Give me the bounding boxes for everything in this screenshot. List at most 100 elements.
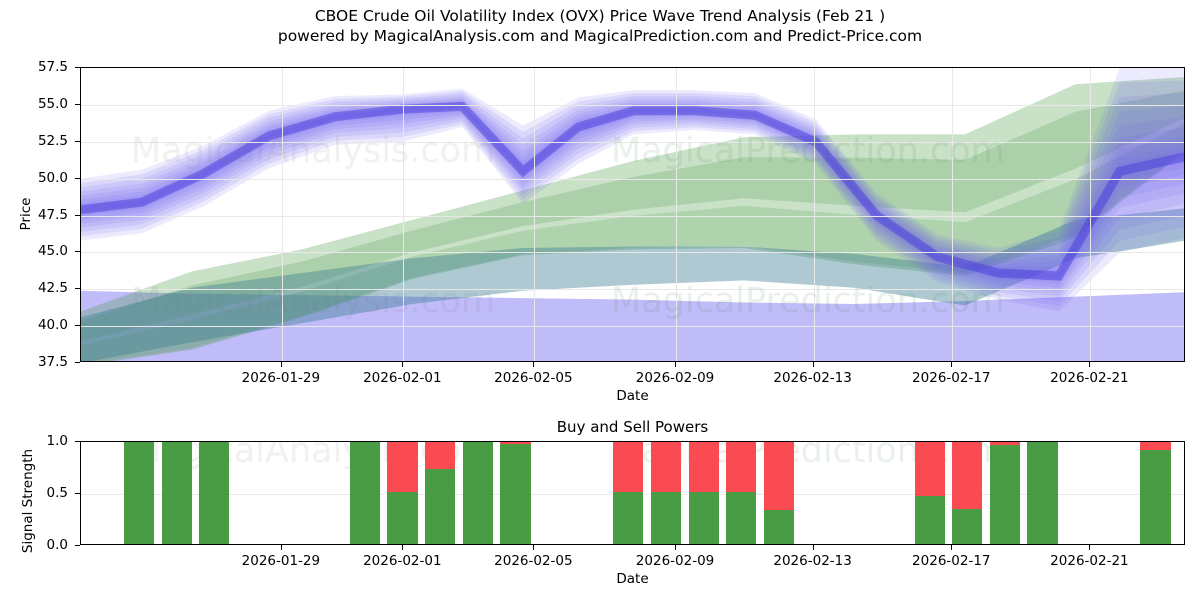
x-axis-tick-mark (402, 545, 404, 550)
signal-x-axis-label: Date (616, 571, 649, 587)
x-axis-tick-mark (402, 362, 404, 367)
sell-power-segment (688, 442, 719, 492)
price-wave-plot: MagicalAnalysis.com MagicalPrediction.com… (80, 67, 1185, 362)
blue-wave-layer-2 (81, 92, 1184, 302)
buy-power-segment (914, 496, 945, 544)
gridline (534, 68, 536, 361)
buy-power-segment (688, 492, 719, 544)
chart-title-block: CBOE Crude Oil Volatility Index (OVX) Pr… (0, 6, 1200, 46)
y-axis-tick-mark (75, 325, 80, 327)
signal-bar[interactable] (500, 442, 531, 544)
signal-bar[interactable] (462, 442, 493, 544)
y-axis-tick-mark (75, 214, 80, 216)
gridline (81, 252, 1184, 254)
x-axis-tick-label: 2026-01-29 (241, 370, 321, 386)
blue-wave-layer-7 (81, 104, 1184, 281)
signal-bar[interactable] (651, 442, 682, 544)
signal-bar[interactable] (763, 442, 795, 544)
sell-power-segment (914, 442, 945, 497)
sell-power-segment (651, 442, 682, 492)
x-axis-tick-mark (533, 545, 535, 550)
mid-teal-band (81, 208, 1184, 361)
price-wave-bands (81, 68, 1184, 361)
signal-bar[interactable] (123, 442, 155, 544)
x-axis-tick-label: 2026-02-17 (912, 370, 991, 386)
y-axis-tick-label: 1.0 (46, 433, 68, 449)
y-axis-tick-mark (75, 441, 80, 442)
y-axis-tick-mark (75, 103, 80, 105)
sell-power-segment (425, 442, 456, 470)
buy-power-segment (613, 492, 644, 544)
x-axis-tick-mark (280, 545, 282, 550)
buy-power-segment (462, 442, 493, 544)
blue-wave-layer-3 (81, 96, 1184, 297)
gridline (813, 68, 815, 361)
buy-power-segment (952, 508, 983, 544)
y-axis-tick-mark (75, 177, 80, 179)
signal-bar[interactable] (914, 442, 945, 544)
y-axis-tick-label: 40.0 (37, 317, 68, 334)
signal-bar[interactable] (349, 442, 380, 544)
price-y-axis-label: Price (18, 197, 34, 231)
buy-power-segment (763, 509, 795, 544)
sell-power-segment (500, 442, 531, 445)
x-axis-tick-label: 2026-02-05 (494, 553, 573, 569)
x-axis-tick-label: 2026-02-05 (494, 370, 573, 386)
signal-bar[interactable] (726, 442, 757, 544)
price-x-axis-label: Date (616, 388, 649, 404)
sell-power-segment (613, 442, 644, 492)
signal-bar[interactable] (952, 442, 983, 544)
signal-bar[interactable] (688, 442, 719, 544)
x-axis-tick-mark (533, 362, 535, 367)
signal-bar[interactable] (1027, 442, 1058, 544)
signal-plot-title: Buy and Sell Powers (556, 418, 709, 436)
y-axis-tick-mark (75, 251, 80, 253)
y-axis-tick-label: 55.0 (37, 95, 68, 112)
sell-power-segment (952, 442, 983, 509)
gridline (81, 215, 1184, 217)
buy-power-segment (161, 442, 192, 544)
x-axis-tick-mark (812, 545, 814, 550)
signal-bar[interactable] (387, 442, 418, 544)
buy-power-segment (349, 442, 380, 544)
gridline (676, 68, 678, 361)
signal-bar[interactable] (425, 442, 456, 544)
gridline (81, 141, 1184, 143)
signal-bar[interactable] (989, 442, 1020, 544)
y-axis-tick-label: 45.0 (37, 243, 68, 260)
sell-power-segment (726, 442, 757, 492)
x-axis-tick-label: 2026-02-21 (1050, 553, 1129, 569)
y-axis-tick-mark (75, 493, 80, 494)
y-axis-tick-label: 0.5 (46, 485, 68, 501)
buy-power-segment (500, 444, 531, 544)
x-axis-tick-mark (812, 362, 814, 367)
signal-bar[interactable] (1140, 442, 1171, 544)
buy-power-segment (1140, 450, 1171, 544)
buy-power-segment (425, 469, 456, 544)
signal-bar[interactable] (199, 442, 230, 544)
y-axis-tick-label: 47.5 (37, 206, 68, 223)
buy-power-segment (726, 492, 757, 544)
blue-lower-band (81, 290, 1184, 361)
x-axis-tick-label: 2026-02-13 (773, 370, 852, 386)
sell-power-segment (763, 442, 795, 510)
blue-wave-layer-4 (81, 98, 1184, 292)
signal-bar[interactable] (613, 442, 644, 544)
y-axis-tick-label: 42.5 (37, 280, 68, 297)
x-axis-tick-mark (675, 362, 677, 367)
x-axis-tick-label: 2026-01-29 (241, 553, 321, 569)
sell-power-segment (989, 442, 1020, 446)
blue-wave-core-line (81, 101, 1184, 281)
signal-bar[interactable] (161, 442, 192, 544)
y-axis-tick-mark (75, 140, 80, 142)
gridline (952, 68, 954, 361)
y-axis-tick-label: 0.0 (46, 537, 68, 553)
x-axis-tick-label: 2026-02-21 (1050, 370, 1129, 386)
y-axis-tick-label: 50.0 (37, 169, 68, 186)
x-axis-tick-label: 2026-02-01 (363, 553, 442, 569)
buy-power-segment (989, 445, 1020, 544)
x-axis-tick-label: 2026-02-09 (635, 370, 715, 386)
blue-wave-layer-0 (81, 68, 1184, 312)
gridline (81, 289, 1184, 291)
